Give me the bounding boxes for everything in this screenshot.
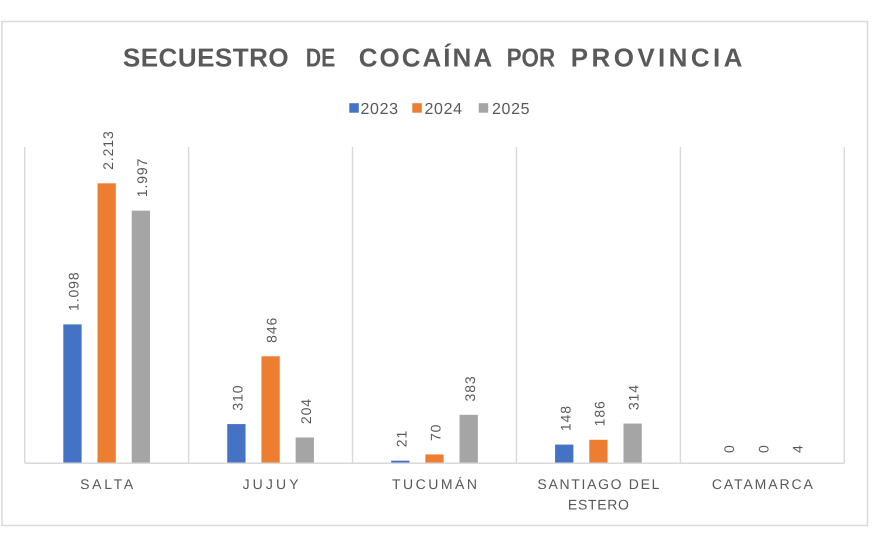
svg-text:1.098: 1.098	[66, 271, 82, 311]
svg-text:21: 21	[393, 430, 409, 447]
svg-text:SALTA: SALTA	[80, 476, 134, 492]
svg-text:1.997: 1.997	[134, 158, 150, 198]
svg-text:310: 310	[229, 385, 245, 411]
svg-text:70: 70	[428, 424, 444, 441]
svg-text:148: 148	[557, 405, 573, 431]
svg-text:JUJUY: JUJUY	[243, 476, 300, 492]
svg-text:846: 846	[264, 317, 280, 343]
svg-text:SECUESTRO: SECUESTRO	[123, 43, 289, 73]
svg-text:0: 0	[721, 444, 737, 453]
svg-text:204: 204	[298, 398, 314, 424]
svg-text:314: 314	[626, 384, 642, 410]
svg-text:0: 0	[755, 444, 771, 453]
svg-text:2023: 2023	[361, 101, 399, 118]
svg-text:186: 186	[592, 400, 608, 426]
svg-text:ESTERO: ESTERO	[568, 497, 629, 513]
svg-text:2024: 2024	[425, 101, 463, 118]
svg-text:POR: POR	[507, 43, 556, 73]
svg-text:TUCUMÁN: TUCUMÁN	[392, 476, 477, 492]
svg-text:SANTIAGO DEL: SANTIAGO DEL	[537, 476, 659, 492]
svg-text:CATAMARCA: CATAMARCA	[712, 476, 814, 492]
svg-text:2.213: 2.213	[100, 130, 116, 170]
svg-text:COCAÍNA: COCAÍNA	[359, 43, 493, 73]
svg-text:DE: DE	[306, 43, 336, 73]
svg-text:2025: 2025	[492, 101, 530, 118]
svg-text:4: 4	[790, 444, 806, 453]
svg-text:383: 383	[462, 375, 478, 401]
